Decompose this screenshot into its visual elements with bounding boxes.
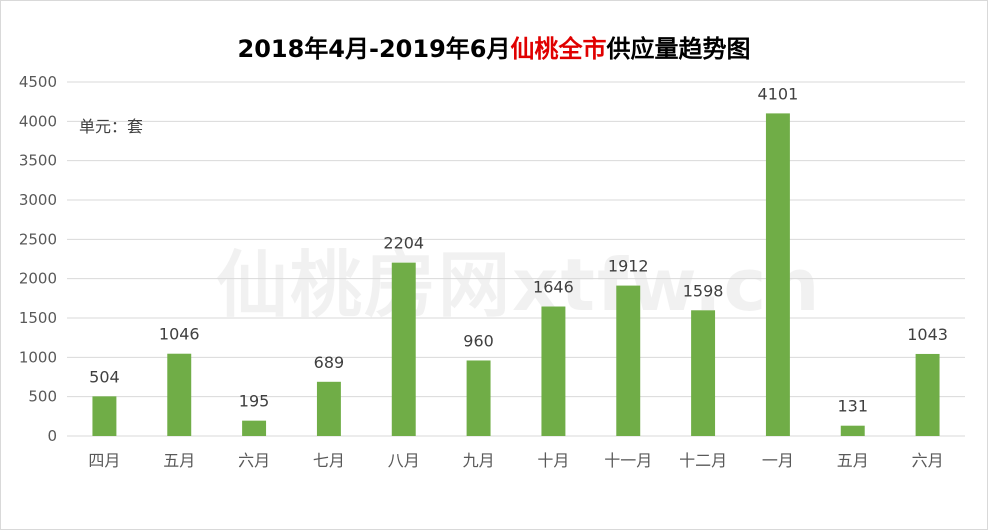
y-tick-label: 2000 [19,270,57,288]
bar [616,285,641,436]
data-label: 1912 [608,257,649,276]
x-tick-label: 一月 [762,451,794,470]
x-tick-label: 五月 [163,451,195,470]
data-label: 1043 [907,325,948,344]
data-label: 195 [239,392,270,411]
data-label: 689 [314,353,345,372]
data-label: 1046 [159,325,200,344]
data-label: 504 [89,367,120,386]
x-tick-label: 七月 [313,451,345,470]
data-label: 1646 [533,278,574,297]
bar [840,425,865,436]
watermark: 仙桃房网xtfw.cn [216,243,822,327]
x-tick-label: 五月 [837,451,869,470]
y-tick-label: 2500 [19,230,57,248]
bar [242,420,267,436]
bar [391,262,416,436]
title-suffix: 供应量趋势图 [606,35,751,63]
chart-title: 2018年4月-2019年6月仙桃全市供应量趋势图 [1,29,987,64]
data-label: 131 [837,397,868,416]
bar [915,353,940,436]
y-tick-label: 0 [47,427,57,445]
y-tick-label: 3500 [19,152,57,170]
data-label: 960 [463,331,494,350]
x-tick-label: 十二月 [679,451,727,470]
title-highlight: 仙桃全市 [510,35,607,63]
x-tick-label: 八月 [388,451,420,470]
y-tick-label: 3000 [19,191,57,209]
unit-label: 单元：套 [79,117,144,136]
data-label: 1598 [683,281,724,300]
y-tick-label: 4500 [19,73,57,91]
x-tick-label: 九月 [463,451,495,470]
y-tick-label: 4000 [19,112,57,130]
bar [691,310,716,436]
y-tick-label: 1500 [19,309,57,327]
x-tick-label: 六月 [912,451,944,470]
bar [765,113,790,436]
bar [541,306,566,436]
data-label: 2204 [383,234,424,253]
x-tick-label: 十月 [537,451,569,470]
title-prefix: 2018年4月-2019年6月 [237,35,511,63]
y-tick-label: 500 [28,388,57,406]
x-tick-label: 四月 [88,451,120,470]
bar [92,396,117,436]
y-tick-label: 1000 [19,348,57,366]
bar [466,360,491,436]
bar [316,381,341,436]
x-tick-label: 六月 [238,451,270,470]
data-label: 4101 [758,84,799,103]
bar [167,353,192,436]
x-tick-label: 十一月 [604,451,652,470]
